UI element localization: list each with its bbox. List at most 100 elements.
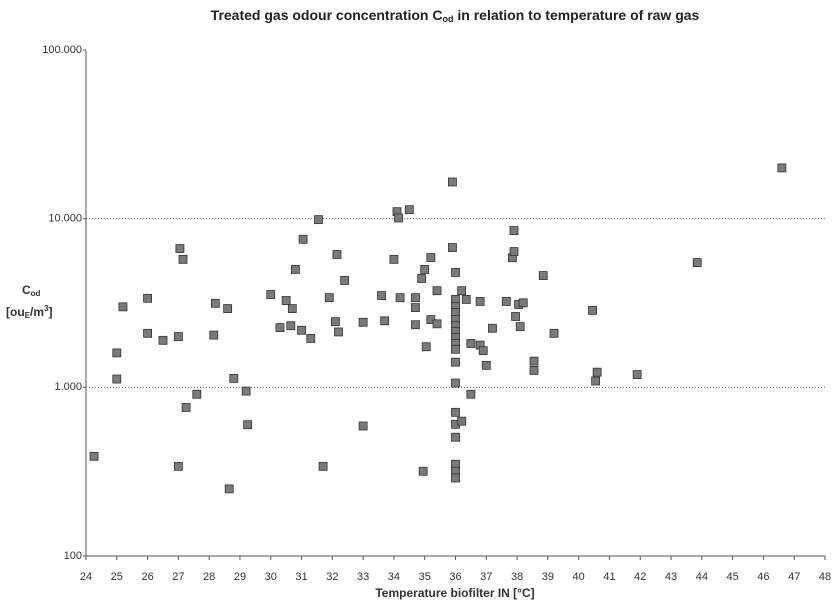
x-tick-label: 41: [603, 571, 615, 583]
point: [451, 357, 460, 367]
x-tick-label: 39: [542, 571, 554, 583]
point: [592, 367, 602, 377]
x-tick-label: 24: [80, 571, 92, 583]
point: [340, 276, 350, 285]
point: [404, 205, 414, 215]
point: [112, 348, 122, 358]
point: [223, 304, 233, 313]
point: [324, 293, 334, 303]
point: [538, 271, 548, 280]
point: [395, 293, 405, 303]
x-tick-label: 42: [634, 571, 646, 583]
point: [389, 254, 399, 264]
point: [411, 320, 420, 330]
x-tick-label: 48: [819, 571, 831, 583]
point: [518, 298, 528, 308]
point: [451, 378, 460, 388]
point: [588, 305, 597, 315]
point: [478, 346, 488, 356]
x-tick-label: 29: [234, 571, 246, 583]
x-tick-label: 28: [203, 571, 215, 583]
y-tick-label: 10.000: [48, 213, 82, 225]
y-axis-label: Cod: [22, 283, 41, 298]
x-tick-label: 38: [511, 571, 523, 583]
point: [332, 250, 342, 259]
point: [417, 274, 427, 283]
x-tick-label: 37: [480, 571, 492, 583]
point: [515, 322, 525, 332]
point: [314, 215, 323, 225]
point: [210, 298, 220, 308]
point: [509, 226, 519, 235]
point: [377, 291, 387, 300]
point: [451, 473, 460, 483]
point: [229, 373, 239, 383]
point: [192, 389, 202, 399]
x-tick-label: 25: [111, 571, 123, 583]
point: [297, 325, 306, 335]
point: [418, 466, 428, 476]
point: [426, 253, 436, 262]
point: [175, 244, 185, 253]
y-tick-label: 100: [64, 550, 82, 562]
point: [173, 461, 183, 471]
point: [112, 374, 122, 384]
point: [448, 243, 457, 252]
y-tick-label: 1.000: [54, 381, 82, 393]
point: [529, 366, 539, 375]
point: [511, 312, 520, 321]
x-tick-label: 44: [696, 571, 708, 583]
point: [448, 177, 457, 187]
point: [266, 290, 276, 299]
point: [451, 344, 460, 354]
point: [457, 286, 467, 296]
point: [241, 386, 251, 396]
x-tick-label: 36: [449, 571, 461, 583]
point: [181, 403, 191, 412]
point: [318, 461, 328, 471]
point: [420, 265, 430, 274]
point: [451, 407, 460, 417]
x-tick-label: 46: [757, 571, 769, 583]
point: [358, 421, 368, 431]
point: [411, 293, 420, 303]
point: [178, 254, 188, 264]
point: [158, 335, 168, 345]
point: [421, 342, 431, 352]
point: [432, 319, 442, 329]
point: [411, 303, 420, 312]
point: [488, 323, 497, 333]
point: [331, 317, 340, 327]
x-tick-label: 27: [172, 571, 184, 583]
point: [451, 432, 460, 442]
point: [777, 163, 787, 173]
point: [394, 213, 403, 223]
x-axis-label: Temperature biofilter IN [°C]: [375, 586, 534, 600]
point: [632, 370, 642, 379]
point: [481, 360, 491, 370]
point: [143, 293, 152, 303]
x-tick-label: 45: [727, 571, 739, 583]
point: [466, 339, 476, 348]
x-tick-label: 34: [388, 571, 400, 583]
x-tick-label: 32: [326, 571, 338, 583]
x-tick-label: 47: [788, 571, 800, 583]
point: [287, 304, 297, 313]
x-tick-label: 26: [141, 571, 153, 583]
point: [501, 297, 511, 306]
x-tick-label: 30: [265, 571, 277, 583]
point: [457, 416, 467, 426]
point: [286, 321, 296, 331]
point: [118, 302, 128, 312]
x-tick-label: 33: [357, 571, 369, 583]
x-tick-label: 35: [419, 571, 431, 583]
x-tick-label: 31: [295, 571, 307, 583]
point: [432, 286, 442, 296]
point: [224, 484, 234, 494]
x-tick-label: 43: [665, 571, 677, 583]
point: [461, 295, 471, 304]
point: [451, 268, 460, 277]
point: [380, 316, 390, 326]
point: [475, 297, 485, 306]
